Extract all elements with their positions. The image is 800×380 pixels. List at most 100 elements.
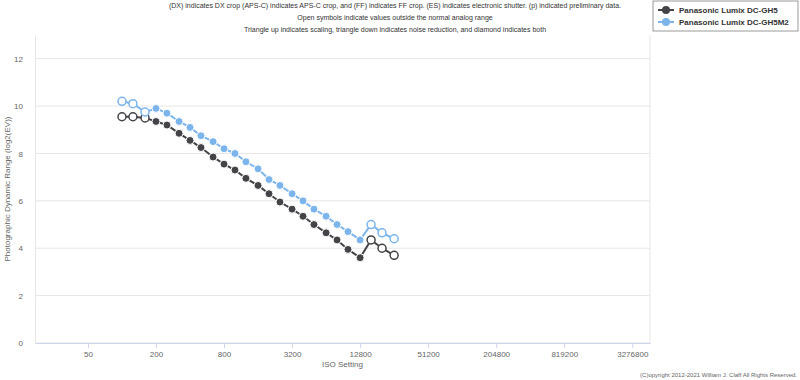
series-point: [175, 129, 183, 137]
legend-marker: [662, 18, 670, 26]
x-tick: 3276800: [617, 343, 649, 359]
plot-frame: [650, 35, 651, 343]
x-tick-label: 12800: [349, 350, 372, 359]
series-point: [129, 113, 137, 121]
y-axis: 024681012: [14, 36, 35, 349]
x-tick: 51200: [418, 343, 441, 359]
series-point: [333, 221, 341, 229]
grid-line: [35, 248, 650, 249]
x-tick-label: 200: [150, 350, 164, 359]
series-point: [276, 198, 284, 206]
series-point: [163, 121, 171, 129]
series-line: [122, 101, 394, 240]
x-tick: 3200: [284, 343, 302, 359]
chart: (DX) indicates DX crop (APS-C) indicates…: [0, 0, 800, 380]
x-axis-line: [36, 343, 651, 344]
series-point: [344, 228, 352, 236]
series-point: [175, 117, 183, 125]
series-point: [276, 181, 284, 189]
legend: Panasonic Lumix DC-GH5 Panasonic Lumix DC…: [653, 1, 798, 31]
series-point: [322, 229, 330, 237]
legend-label: Panasonic Lumix DC-GH5: [679, 6, 778, 15]
plot-area: [118, 97, 398, 261]
x-axis: 50 200 800 3200 12800 51200 204800 819200 327680…: [36, 343, 651, 359]
series-point: [299, 212, 307, 220]
y-tick: 2: [19, 292, 35, 301]
series-point: [231, 166, 239, 174]
series-point: [390, 235, 398, 243]
x-tick-label: 50: [84, 350, 93, 359]
series-point: [390, 251, 398, 259]
x-tick-label: 3200: [284, 350, 302, 359]
legend-item: Panasonic Lumix DC-GH5: [658, 6, 778, 15]
series-point: [288, 190, 296, 198]
y-tick: 8: [19, 150, 35, 159]
x-tick-mark: [564, 343, 565, 348]
annotation: Open symbols indicate values outside the…: [297, 14, 492, 22]
x-tick-mark: [496, 343, 497, 348]
series-point: [242, 158, 250, 166]
x-tick-mark: [428, 343, 429, 348]
annotation: Triangle up indicates scaling, triangle …: [244, 26, 546, 34]
y-tick-label: 4: [19, 244, 24, 253]
x-tick-mark: [360, 343, 361, 348]
x-tick-label: 204800: [483, 350, 510, 359]
x-tick: 12800: [349, 343, 372, 359]
y-tick: 4: [19, 244, 35, 253]
series-point: [209, 138, 217, 146]
x-tick-mark: [292, 343, 293, 348]
series-point: [344, 245, 352, 253]
series-point: [367, 236, 375, 244]
y-axis-line: [35, 36, 36, 344]
x-tick-label: 800: [218, 350, 232, 359]
legend-label: Panasonic Lumix DC-GH5M2: [679, 18, 789, 27]
series-point: [299, 197, 307, 205]
source: (C)opyright 2012-2021 William J. Claff A…: [640, 372, 797, 378]
series-point: [220, 145, 228, 153]
x-tick: 800: [218, 343, 232, 359]
series-point: [118, 113, 126, 121]
series-point: [254, 181, 262, 189]
series-point: [288, 205, 296, 213]
grid-line: [35, 106, 650, 107]
legend-item: Panasonic Lumix DC-GH5M2: [658, 18, 789, 27]
grid-line: [35, 153, 650, 154]
series-point: [242, 174, 250, 182]
series-point: [310, 221, 318, 229]
grid: [35, 59, 650, 343]
x-tick-mark: [224, 343, 225, 348]
y-tick-label: 12: [14, 55, 23, 64]
series-point: [378, 244, 386, 252]
series-point: [129, 100, 137, 108]
series-point: [254, 165, 262, 173]
x-tick-label: 3276800: [617, 350, 649, 359]
series-point: [152, 117, 160, 125]
x-tick: 819200: [551, 343, 578, 359]
series-point: [322, 212, 330, 220]
x-tick-label: 51200: [418, 350, 441, 359]
annotations: (DX) indicates DX crop (APS-C) indicates…: [169, 2, 621, 34]
series-point: [197, 144, 205, 152]
grid-line: [35, 343, 650, 344]
series-point: [231, 149, 239, 157]
series-point: [265, 190, 273, 198]
series-point: [197, 132, 205, 140]
y-tick: 12: [14, 55, 35, 64]
y-tick: 10: [14, 102, 35, 111]
y-tick-label: 2: [19, 292, 24, 301]
series-point: [367, 221, 375, 229]
series-point: [209, 153, 217, 161]
grid-line: [35, 295, 650, 296]
y-axis-title: Photographic Dynamic Range (log2(EV)): [3, 116, 12, 261]
series-point: [118, 97, 126, 105]
annotation: (DX) indicates DX crop (APS-C) indicates…: [169, 2, 621, 10]
series-point: [186, 123, 194, 131]
series-point: [310, 205, 318, 213]
series-point: [356, 236, 364, 244]
series-point: [163, 109, 171, 117]
x-tick-mark: [632, 343, 633, 348]
grid-line: [35, 58, 650, 59]
y-tick-label: 6: [19, 197, 24, 206]
series-point: [356, 254, 364, 262]
grid-line: [35, 200, 650, 201]
